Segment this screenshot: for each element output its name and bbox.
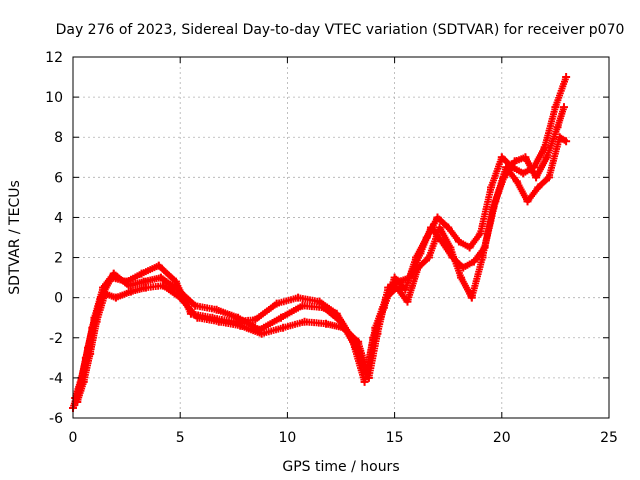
series-band-1 <box>69 73 571 412</box>
grid-lines <box>73 57 609 418</box>
y-tick-label: 0 <box>54 291 63 307</box>
series-trace <box>73 133 568 406</box>
y-tick-label: 10 <box>45 90 63 106</box>
y-tick-label: 6 <box>54 170 63 186</box>
y-tick-label: -2 <box>49 331 63 347</box>
y-tick-label: 4 <box>54 210 63 226</box>
data-series <box>69 73 571 412</box>
series-trace <box>71 105 567 402</box>
x-tick-label: 0 <box>69 430 78 446</box>
x-axis-label: GPS time / hours <box>282 459 399 475</box>
x-tick-label: 10 <box>278 430 296 446</box>
x-tick-label: 25 <box>600 430 618 446</box>
y-tick-label: -4 <box>49 371 63 387</box>
plot-frame <box>72 56 610 419</box>
y-tick-label: 12 <box>45 50 63 66</box>
chart-title: Day 276 of 2023, Sidereal Day-to-day VTE… <box>56 22 625 38</box>
series-trace <box>69 75 569 412</box>
y-tick-label: 8 <box>54 130 63 146</box>
x-tick-label: 15 <box>386 430 404 446</box>
x-tick-label: 5 <box>176 430 185 446</box>
axis-ticks: 0 5 10 15 20 25 -6 -4 -2 0 2 4 6 8 10 12 <box>45 50 618 446</box>
y-tick-label: 2 <box>54 251 63 267</box>
series-band-3 <box>73 133 571 406</box>
y-axis-label: SDTVAR / TECUs <box>7 180 23 295</box>
y-tick-label: -6 <box>49 411 63 427</box>
series-band-2 <box>71 103 568 402</box>
x-tick-label: 20 <box>493 430 511 446</box>
